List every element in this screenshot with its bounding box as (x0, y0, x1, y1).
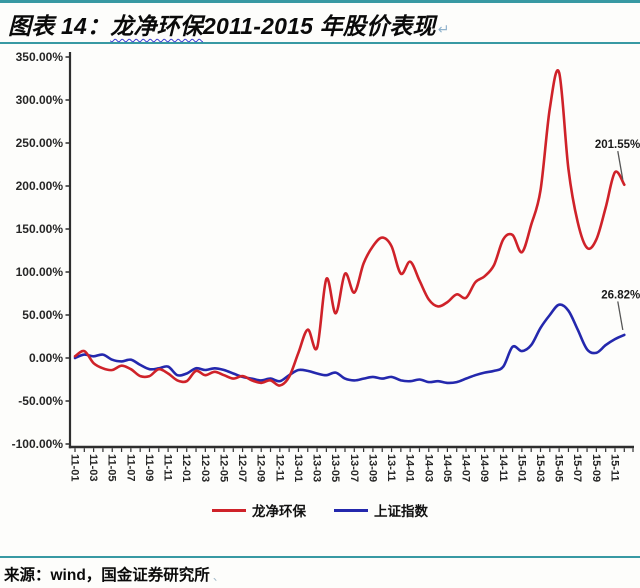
x-axis-label: 15-05 (553, 454, 565, 482)
x-axis-label: 13-05 (329, 454, 341, 482)
legend-swatch-blue-line (334, 508, 368, 512)
x-axis-label: 11-01 (69, 454, 81, 482)
x-axis-label: 14-07 (460, 454, 472, 482)
y-axis-label: -100.00% (12, 437, 64, 451)
y-axis-label: 50.00% (22, 308, 63, 322)
footer-rule (0, 556, 640, 558)
series-line-longjing (73, 69, 626, 387)
x-axis-label: 12-05 (217, 454, 229, 482)
figure-title: 图表 14：龙净环保2011-2015 年股价表现 ↵ (0, 3, 640, 41)
x-axis-label: 11-05 (106, 454, 118, 482)
y-axis-label: 0.00% (29, 351, 63, 365)
y-axis-label: 200.00% (16, 179, 64, 193)
x-axis-label: 12-11 (273, 454, 285, 482)
legend-item-longjing: 龙净环保 (212, 500, 306, 520)
legend-label-shcomp: 上证指数 (374, 504, 428, 519)
x-axis-label: 13-01 (292, 454, 304, 482)
x-axis-label: 11-03 (87, 454, 99, 482)
annotation-label-longjing: 201.55% (595, 139, 640, 151)
figure-header: 图表 14：龙净环保2011-2015 年股价表现 ↵ (0, 3, 640, 44)
x-axis-label: 15-03 (534, 454, 546, 482)
figure-label: 图表 14： (8, 13, 111, 39)
x-axis-label: 12-07 (236, 454, 248, 482)
x-axis-label: 13-11 (385, 454, 397, 482)
annotation-label-shcomp: 26.82% (601, 289, 640, 301)
legend: 龙净环保 上证指数 (0, 497, 640, 523)
source-line: 来源：wind，国金证券研究所、 (0, 558, 640, 585)
x-axis-label: 12-01 (180, 454, 192, 482)
y-axis-label: 250.00% (16, 136, 64, 150)
legend-label-longjing: 龙净环保 (252, 504, 306, 519)
title-stock-link[interactable]: 龙净环保 (110, 13, 203, 39)
title-rest: 2011-2015 年股价表现 (203, 13, 436, 39)
x-axis-label: 11-07 (124, 454, 136, 482)
annotation-leader-longjing (617, 151, 624, 180)
legend-swatch-red-line (212, 508, 246, 512)
y-axis-label: 300.00% (16, 93, 64, 107)
series-line-shcomp (73, 303, 626, 385)
x-axis-label: 12-09 (255, 454, 267, 482)
x-axis-label: 14-03 (422, 454, 434, 482)
x-axis-label: 13-07 (348, 454, 360, 482)
x-axis-label: 15-09 (590, 454, 602, 482)
x-axis-label: 14-09 (478, 454, 490, 482)
x-axis-label: 14-11 (497, 454, 509, 482)
x-axis-label: 14-01 (404, 454, 416, 482)
x-axis-label: 11-09 (143, 454, 155, 482)
x-axis-label: 12-03 (199, 454, 211, 482)
y-axis-label: 150.00% (16, 222, 64, 236)
y-axis-label: -50.00% (18, 394, 63, 408)
paragraph-mark-icon: ↵ (437, 21, 450, 37)
x-axis-label: 15-07 (571, 454, 583, 482)
top-rule (0, 0, 640, 3)
x-axis-label: 15-11 (608, 454, 620, 482)
x-axis-label: 13-09 (366, 454, 378, 482)
x-axis-label: 14-05 (441, 454, 453, 482)
legend-item-shcomp: 上证指数 (334, 500, 428, 520)
trailing-mark: 、 (212, 571, 224, 583)
figure-footer: 来源：wind，国金证券研究所、 (0, 556, 640, 585)
x-axis-label: 15-01 (515, 454, 527, 482)
price-performance-chart: 350.00% 300.00% 250.00% 200.00% 150.00% 100.0… (12, 50, 640, 482)
y-axis-label: 100.00% (16, 265, 64, 279)
x-axis-label: 11-11 (162, 454, 174, 481)
x-axis-label: 13-03 (311, 454, 323, 482)
y-axis-label: 350.00% (16, 50, 64, 64)
annotation-leader-shcomp (617, 301, 624, 331)
source-text: 来源：wind，国金证券研究所 (4, 567, 210, 584)
